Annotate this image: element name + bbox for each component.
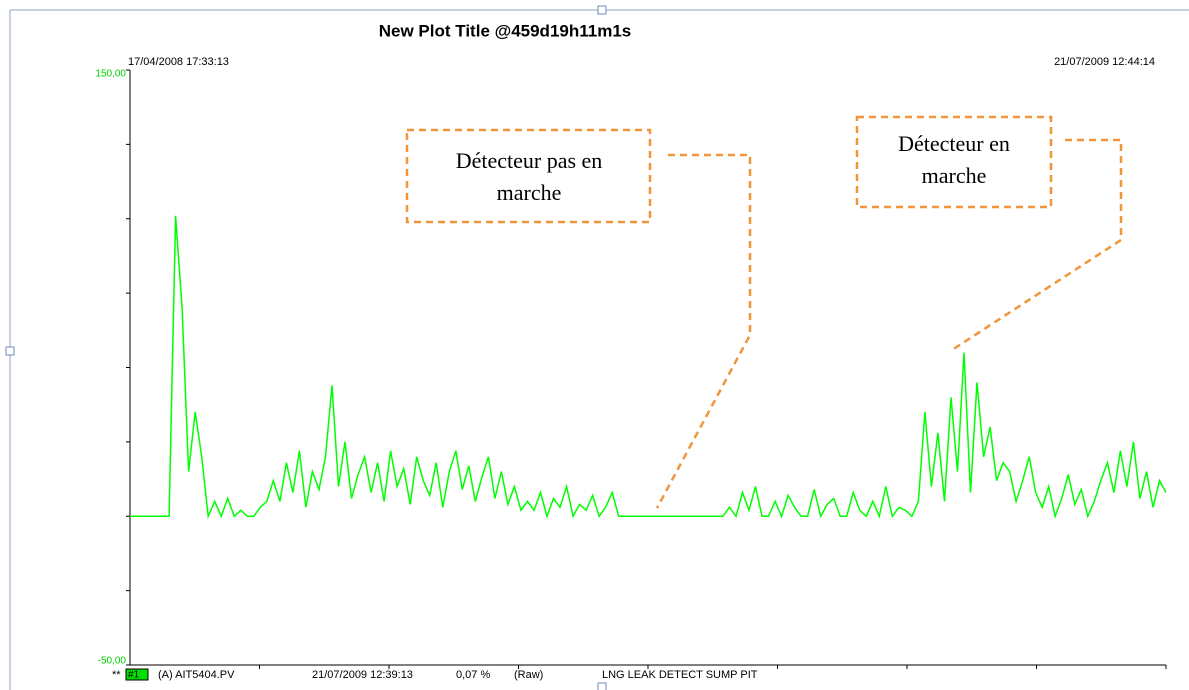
handle [597, 5, 607, 15]
legend-time: 21/07/2009 12:39:13 [312, 669, 413, 681]
y-tick-label: -50,00 [98, 656, 127, 667]
handle [5, 346, 15, 356]
chart-title: New Plot Title @459d19h11m1s [379, 21, 632, 40]
annotation: marche [922, 163, 987, 188]
legend-mode: (Raw) [514, 669, 543, 681]
handle [597, 682, 607, 690]
annotation: Détecteur en [898, 131, 1010, 156]
annotation: marche [497, 180, 562, 205]
legend-value: 0,07 % [456, 669, 490, 681]
annotation-box [405, 128, 652, 224]
x-start-label: 17/04/2008 17:33:13 [128, 56, 229, 68]
annotation-box [855, 115, 1053, 209]
legend-prefix: ** [112, 669, 121, 681]
y-tick-label: 150,00 [95, 69, 126, 80]
series-line [130, 215, 1167, 520]
legend-name: (A) AIT5404.PV [158, 669, 235, 681]
annotation-leader [951, 138, 1123, 352]
legend-swatch [125, 668, 149, 681]
legend-description: LNG LEAK DETECT SUMP PIT [602, 669, 758, 681]
annotation-leader [655, 153, 752, 509]
annotation: Détecteur pas en [456, 148, 603, 173]
legend-id: #1 [128, 670, 140, 681]
x-end-label: 21/07/2009 12:44:14 [1054, 56, 1155, 68]
